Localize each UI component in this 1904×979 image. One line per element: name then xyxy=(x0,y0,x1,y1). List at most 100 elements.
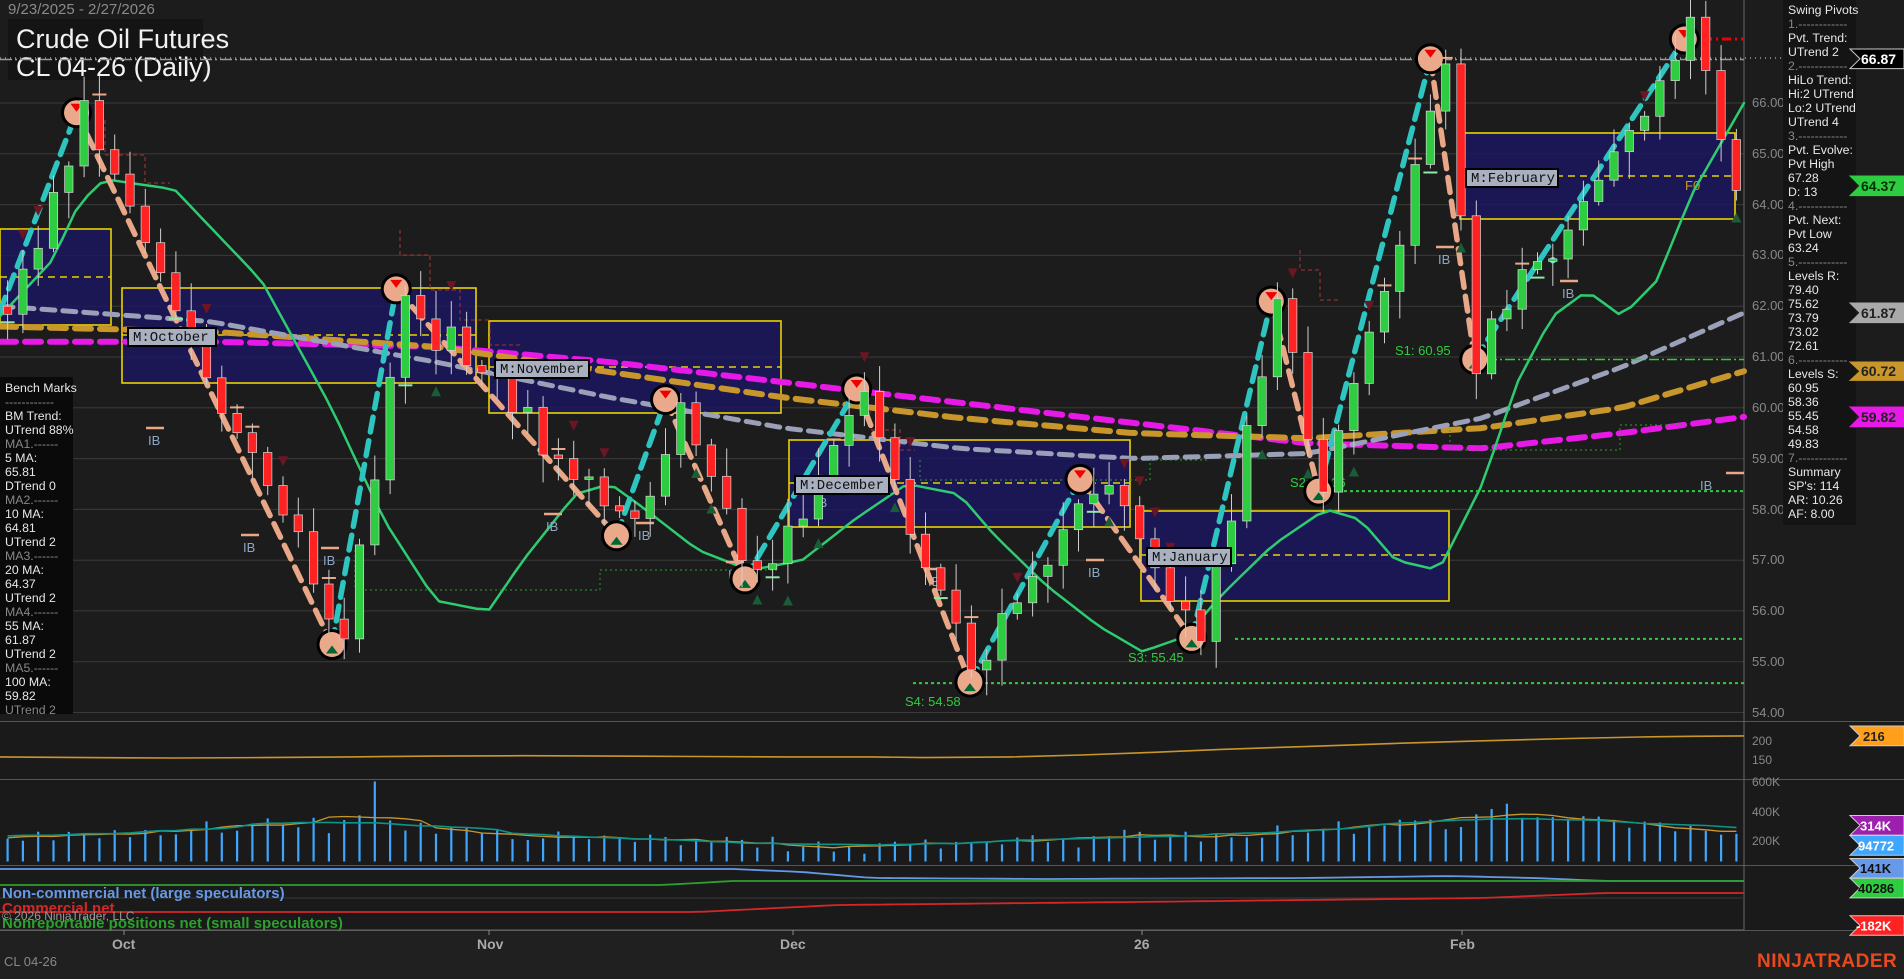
svg-text:IB: IB xyxy=(1088,565,1100,580)
svg-text:IB: IB xyxy=(1438,252,1450,267)
svg-text:IB: IB xyxy=(638,528,650,543)
svg-text:Hi:2 UTrend: Hi:2 UTrend xyxy=(1788,87,1854,101)
svg-text:IB: IB xyxy=(323,553,335,568)
svg-text:Oct: Oct xyxy=(112,936,136,952)
svg-text:60.95: 60.95 xyxy=(1788,381,1819,395)
svg-text:AR: 10.26: AR: 10.26 xyxy=(1788,493,1843,507)
svg-text:9/23/2025 - 2/27/2026: 9/23/2025 - 2/27/2026 xyxy=(8,1,155,18)
svg-text:49.83: 49.83 xyxy=(1788,437,1819,451)
svg-text:IB: IB xyxy=(546,519,558,534)
svg-text:D: 13: D: 13 xyxy=(1788,185,1818,199)
svg-text:MA1.------: MA1.------ xyxy=(5,437,58,451)
svg-text:Pvt Low: Pvt Low xyxy=(1788,227,1832,241)
svg-text:Pvt. Next:: Pvt. Next: xyxy=(1788,213,1841,227)
svg-text:66.00: 66.00 xyxy=(1752,95,1785,110)
svg-text:MA2.------: MA2.------ xyxy=(5,493,58,507)
svg-text:Bench Marks: Bench Marks xyxy=(5,381,77,395)
svg-text:73.02: 73.02 xyxy=(1788,325,1819,339)
svg-text:AF: 8.00: AF: 8.00 xyxy=(1788,507,1835,521)
svg-text:IB: IB xyxy=(243,540,255,555)
svg-text:64.37: 64.37 xyxy=(1861,178,1896,194)
svg-text:62.00: 62.00 xyxy=(1752,298,1785,313)
svg-text:Swing Pivots: Swing Pivots xyxy=(1788,3,1858,17)
svg-text:72.61: 72.61 xyxy=(1788,339,1819,353)
svg-text:56.00: 56.00 xyxy=(1752,603,1785,618)
svg-text:141K: 141K xyxy=(1860,861,1892,876)
svg-text:59.82: 59.82 xyxy=(5,689,36,703)
svg-text:100 MA:: 100 MA: xyxy=(5,675,51,689)
svg-text:UTrend 4: UTrend 4 xyxy=(1788,115,1839,129)
svg-text:UTrend 2: UTrend 2 xyxy=(5,535,56,549)
svg-text:UTrend 2: UTrend 2 xyxy=(5,703,56,717)
svg-text:7.------------: 7.------------ xyxy=(1788,451,1847,465)
svg-text:600K: 600K xyxy=(1752,775,1780,789)
svg-text:64.00: 64.00 xyxy=(1752,197,1785,212)
svg-text:HiLo Trend:: HiLo Trend: xyxy=(1788,73,1852,87)
svg-text:58.00: 58.00 xyxy=(1752,502,1785,517)
svg-text:M:February: M:February xyxy=(1471,171,1555,187)
svg-text:IB: IB xyxy=(1562,286,1574,301)
svg-text:S1: 60.95: S1: 60.95 xyxy=(1395,343,1451,358)
svg-text:10 MA:: 10 MA: xyxy=(5,507,44,521)
svg-text:61.87: 61.87 xyxy=(1861,305,1896,321)
svg-text:60.00: 60.00 xyxy=(1752,400,1785,415)
svg-text:Crude Oil Futures: Crude Oil Futures xyxy=(16,24,229,54)
svg-text:Pvt. Evolve:: Pvt. Evolve: xyxy=(1788,143,1853,157)
svg-text:Summary: Summary xyxy=(1788,465,1841,479)
svg-text:63.24: 63.24 xyxy=(1788,241,1819,255)
svg-text:55.45: 55.45 xyxy=(1788,409,1819,423)
svg-text:61.87: 61.87 xyxy=(5,633,36,647)
svg-text:4.------------: 4.------------ xyxy=(1788,199,1847,213)
svg-text:55 MA:: 55 MA: xyxy=(5,619,44,633)
svg-text:94772: 94772 xyxy=(1858,839,1894,854)
svg-text:64.81: 64.81 xyxy=(5,521,36,535)
svg-text:26: 26 xyxy=(1134,936,1150,952)
svg-text:200: 200 xyxy=(1752,734,1772,748)
svg-text:UTrend 88%: UTrend 88% xyxy=(5,423,74,437)
svg-text:MA3.------: MA3.------ xyxy=(5,549,58,563)
svg-text:© 2026 NinjaTrader, LLC: © 2026 NinjaTrader, LLC xyxy=(2,909,135,923)
svg-text:UTrend 2: UTrend 2 xyxy=(1788,45,1839,59)
svg-text:Feb: Feb xyxy=(1450,936,1475,952)
svg-text:3.------------: 3.------------ xyxy=(1788,129,1847,143)
svg-text:MA4.------: MA4.------ xyxy=(5,605,58,619)
svg-text:BM Trend:: BM Trend: xyxy=(5,409,62,423)
svg-text:Pvt. Trend:: Pvt. Trend: xyxy=(1788,31,1847,45)
svg-text:200K: 200K xyxy=(1752,834,1780,848)
svg-text:MA5.------: MA5.------ xyxy=(5,661,58,675)
svg-text:54.00: 54.00 xyxy=(1752,705,1785,720)
svg-text:M:October: M:October xyxy=(133,330,209,346)
svg-text:Levels S:: Levels S: xyxy=(1788,367,1839,381)
svg-text:60.72: 60.72 xyxy=(1861,363,1896,379)
svg-text:CL 04-26: CL 04-26 xyxy=(4,954,57,969)
svg-text:150: 150 xyxy=(1752,753,1772,767)
svg-text:Nov: Nov xyxy=(477,936,504,952)
svg-text:M:November: M:November xyxy=(500,362,584,378)
svg-text:S4: 54.58: S4: 54.58 xyxy=(905,694,961,709)
svg-text:400K: 400K xyxy=(1752,805,1780,819)
svg-text:216: 216 xyxy=(1863,729,1885,744)
svg-text:61.00: 61.00 xyxy=(1752,349,1785,364)
svg-text:79.40: 79.40 xyxy=(1788,283,1819,297)
svg-text:1.------------: 1.------------ xyxy=(1788,17,1847,31)
svg-text:5.------------: 5.------------ xyxy=(1788,255,1847,269)
svg-text:5 MA:: 5 MA: xyxy=(5,451,37,465)
svg-text:66.87: 66.87 xyxy=(1861,51,1896,67)
svg-text:UTrend 2: UTrend 2 xyxy=(5,647,56,661)
svg-text:M:January: M:January xyxy=(1152,550,1228,566)
svg-text:20 MA:: 20 MA: xyxy=(5,563,44,577)
svg-text:314K: 314K xyxy=(1860,819,1892,834)
svg-text:CL 04-26 (Daily): CL 04-26 (Daily) xyxy=(16,52,212,82)
svg-text:64.37: 64.37 xyxy=(5,577,36,591)
svg-text:NINJATRADER: NINJATRADER xyxy=(1757,951,1897,972)
svg-text:-182K: -182K xyxy=(1856,919,1892,934)
svg-text:65.00: 65.00 xyxy=(1752,146,1785,161)
svg-text:S3: 55.45: S3: 55.45 xyxy=(1128,650,1184,665)
svg-text:63.00: 63.00 xyxy=(1752,247,1785,262)
svg-text:54.58: 54.58 xyxy=(1788,423,1819,437)
svg-text:59.82: 59.82 xyxy=(1861,409,1896,425)
svg-text:Lo:2 UTrend: Lo:2 UTrend xyxy=(1788,101,1856,115)
svg-text:IB: IB xyxy=(148,433,160,448)
svg-text:SP's: 114: SP's: 114 xyxy=(1788,479,1839,493)
svg-text:65.81: 65.81 xyxy=(5,465,36,479)
